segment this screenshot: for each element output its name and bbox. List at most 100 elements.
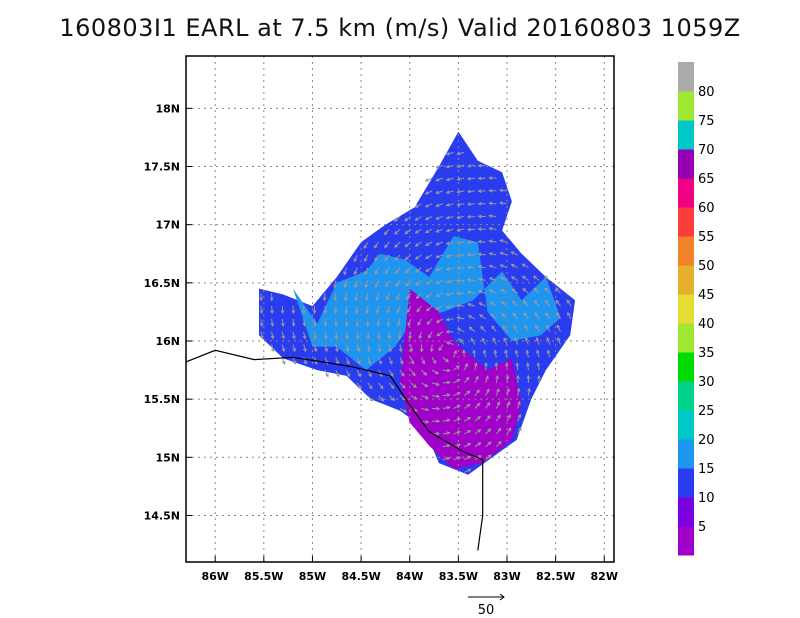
colorbar-swatch-15 [678,91,694,121]
wind-vector-139 [421,382,429,387]
wind-vector-2 [259,306,264,315]
wind-vector-267 [466,240,475,245]
wind-vector-169 [424,241,433,246]
wind-vector-50 [343,293,348,302]
wind-vector-318 [488,188,497,193]
wind-vector-372 [532,275,540,281]
wind-vector-102 [384,241,390,249]
wind-vector-173 [424,190,433,195]
wind-vector-220 [445,190,454,194]
wind-vector-12 [280,318,285,327]
wind-vector-69 [366,331,371,340]
wind-vector-104 [399,408,408,413]
wind-vector-213 [445,279,454,284]
wind-vector-289 [477,265,486,269]
wind-vector-164 [426,305,433,312]
wind-vector-234 [458,338,465,345]
wind-vector-38 [335,344,339,353]
wind-vector-158 [431,382,440,386]
wind-vector-171 [424,216,433,221]
wind-vector-36 [335,369,340,378]
wind-vector-168 [425,254,433,259]
wind-vector-84 [375,305,380,314]
wind-vector-43 [333,280,337,289]
wind-vector-298 [495,440,502,448]
wind-vector-382 [556,312,561,320]
wind-vector-299 [495,427,502,435]
wind-vector-328 [502,325,508,332]
wind-vector-211 [445,305,454,309]
wind-vector-146 [415,292,422,300]
wind-vector-65 [367,382,373,390]
wind-vector-323 [506,387,510,396]
wind-vector-303 [495,374,499,383]
wind-vector-274 [485,454,492,460]
wind-vector-72 [364,293,369,302]
wind-vector-188 [435,292,444,297]
wind-vector-51 [343,280,348,289]
wind-vector-28 [312,306,317,315]
wind-vector-262 [467,303,476,307]
wind-vector-116 [394,254,401,261]
colorbar-label-13: 70 [698,143,715,158]
wind-vector-88 [374,254,380,262]
wind-vector-90 [388,395,396,402]
wind-region-2 [400,288,522,469]
wind-vector-118 [394,228,401,235]
wind-vector-334 [499,251,508,256]
wind-vector-14 [292,357,297,365]
wind-vector-6 [270,318,275,327]
wind-vector-383 [555,299,561,307]
x-tick-label-7: 82.5W [536,570,575,583]
wind-vector-338 [517,426,522,435]
wind-vector-137 [421,407,430,412]
wind-vector-252 [474,429,482,435]
wind-vector-20 [303,344,307,353]
wind-vector-44 [346,369,351,378]
colorbar-label-3: 20 [698,433,715,448]
wind-vector-4 [270,344,275,353]
wind-vector-143 [418,331,422,340]
wind-vector-309 [489,301,497,307]
wind-vector-202 [453,417,461,422]
wind-vector-226 [463,443,472,448]
wind-vector-45 [346,357,350,365]
colorbar-label-4: 25 [698,404,715,419]
wind-vector-138 [421,395,429,399]
colorbar-swatch-1 [678,497,694,527]
wind-vector-100 [384,267,390,275]
colorbar-swatch-8 [678,294,694,324]
wind-vector-357 [524,337,529,345]
colorbar-label-12: 65 [698,172,715,187]
wind-vector-210 [445,317,454,322]
wind-vector-215 [445,254,454,258]
x-tick-label-1: 85.5W [244,570,283,583]
wind-vector-280 [485,375,489,384]
wind-vector-184 [438,344,444,352]
wind-vector-260 [468,326,476,333]
wind-vector-122 [410,382,417,388]
wind-vector-291 [477,239,486,244]
wind-vector-282 [482,349,487,358]
wind-vector-278 [485,401,491,409]
colorbar-label-7: 40 [698,317,715,332]
colorbar-label-1: 10 [698,491,715,506]
wind-vector-264 [466,278,475,282]
wind-vector-47 [345,331,349,340]
wind-vector-244 [456,215,465,220]
wind-vector-58 [355,318,360,327]
wind-vector-385 [567,311,572,320]
wind-vector-286 [478,302,486,307]
wind-vector-197 [435,177,443,182]
wind-vector-258 [472,349,477,358]
wind-vector-368 [535,324,540,332]
wind-vector-109 [398,344,403,353]
wind-vector-370 [533,300,540,307]
wind-vector-217 [445,228,454,233]
wind-vector-276 [485,428,492,435]
wind-vector-208 [445,341,454,345]
wind-vector-236 [456,316,465,320]
colorbar-swatch-12 [678,178,694,208]
wind-vector-193 [435,228,443,233]
wind-vector-269 [466,214,475,219]
